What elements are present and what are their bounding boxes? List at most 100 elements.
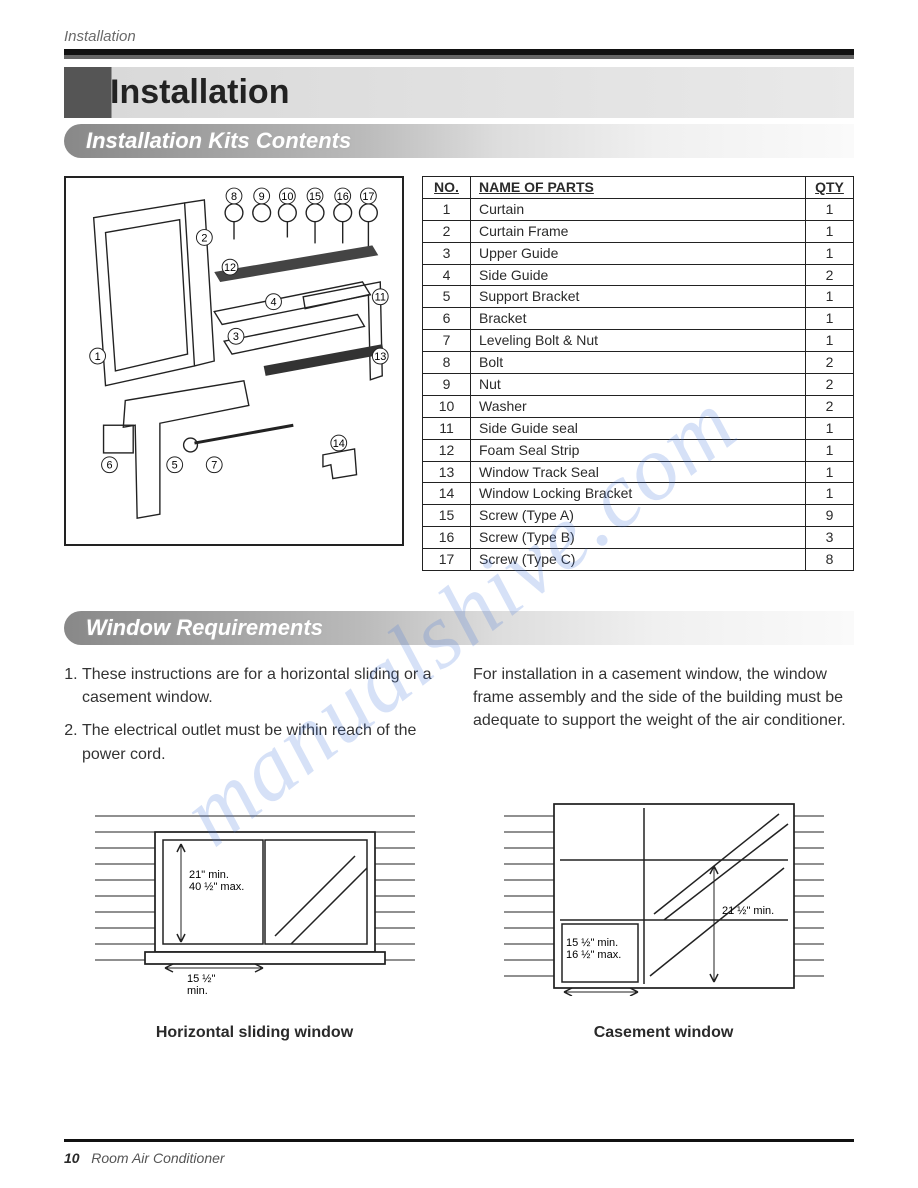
cell-name: Foam Seal Strip xyxy=(471,439,806,461)
cell-qty: 1 xyxy=(806,198,854,220)
cell-qty: 2 xyxy=(806,395,854,417)
cell-no: 16 xyxy=(423,527,471,549)
requirements-left: These instructions are for a horizontal … xyxy=(64,663,445,776)
cell-name: Curtain xyxy=(471,198,806,220)
cell-qty: 2 xyxy=(806,352,854,374)
svg-text:15 ½"min.: 15 ½"min. xyxy=(187,973,215,996)
footer-rule xyxy=(64,1139,854,1142)
svg-text:12: 12 xyxy=(224,262,236,274)
cell-name: Bracket xyxy=(471,308,806,330)
table-row: 11Side Guide seal1 xyxy=(423,417,854,439)
cell-no: 2 xyxy=(423,220,471,242)
cell-name: Washer xyxy=(471,395,806,417)
table-row: 14Window Locking Bracket1 xyxy=(423,483,854,505)
cell-no: 14 xyxy=(423,483,471,505)
requirements-body: These instructions are for a horizontal … xyxy=(64,663,854,776)
cell-no: 4 xyxy=(423,264,471,286)
table-row: 9Nut2 xyxy=(423,374,854,396)
cell-qty: 1 xyxy=(806,286,854,308)
cell-no: 10 xyxy=(423,395,471,417)
section-window-header: Window Requirements xyxy=(64,611,854,645)
cell-name: Side Guide xyxy=(471,264,806,286)
table-row: 3Upper Guide1 xyxy=(423,242,854,264)
section-window-title: Window Requirements xyxy=(86,615,323,641)
figure-horizontal: 21" min.40 ½" max. 15 ½"min. Horizontal … xyxy=(64,796,445,1042)
cell-qty: 2 xyxy=(806,264,854,286)
cell-no: 1 xyxy=(423,198,471,220)
cell-name: Support Bracket xyxy=(471,286,806,308)
page-number: 10 xyxy=(64,1150,80,1166)
cell-no: 13 xyxy=(423,461,471,483)
cell-name: Nut xyxy=(471,374,806,396)
cell-name: Leveling Bolt & Nut xyxy=(471,330,806,352)
table-row: 8Bolt2 xyxy=(423,352,854,374)
req-item-2: The electrical outlet must be within rea… xyxy=(82,719,445,765)
svg-text:21 ½" min.: 21 ½" min. xyxy=(722,905,774,917)
cell-qty: 1 xyxy=(806,220,854,242)
table-row: 6Bracket1 xyxy=(423,308,854,330)
cell-qty: 2 xyxy=(806,374,854,396)
parts-table: NO. NAME OF PARTS QTY 1Curtain12Curtain … xyxy=(422,176,854,571)
footer: 10 Room Air Conditioner xyxy=(64,1150,225,1166)
svg-text:4: 4 xyxy=(271,297,277,309)
cell-qty: 1 xyxy=(806,439,854,461)
svg-text:1: 1 xyxy=(95,351,101,363)
kit-row: 1 2 3 4 5 6 7 8 9 10 11 12 13 14 15 16 1… xyxy=(64,176,854,571)
svg-text:3: 3 xyxy=(233,331,239,343)
table-row: 4Side Guide2 xyxy=(423,264,854,286)
svg-text:2: 2 xyxy=(201,232,207,244)
requirements-right: For installation in a casement window, t… xyxy=(473,663,854,776)
footer-doc-title: Room Air Conditioner xyxy=(91,1150,224,1166)
cell-qty: 3 xyxy=(806,527,854,549)
table-header-row: NO. NAME OF PARTS QTY xyxy=(423,177,854,199)
svg-text:5: 5 xyxy=(172,460,178,472)
cell-no: 3 xyxy=(423,242,471,264)
caption-horizontal: Horizontal sliding window xyxy=(156,1024,353,1042)
cell-no: 6 xyxy=(423,308,471,330)
page-header: Installation xyxy=(64,28,854,45)
cell-name: Screw (Type B) xyxy=(471,527,806,549)
svg-text:13: 13 xyxy=(374,351,386,363)
cell-name: Curtain Frame xyxy=(471,220,806,242)
svg-text:7: 7 xyxy=(211,460,217,472)
cell-qty: 1 xyxy=(806,461,854,483)
cell-name: Window Locking Bracket xyxy=(471,483,806,505)
table-row: 13Window Track Seal1 xyxy=(423,461,854,483)
page-title: Installation xyxy=(110,73,840,112)
table-row: 17Screw (Type C)8 xyxy=(423,549,854,571)
cell-no: 12 xyxy=(423,439,471,461)
col-name: NAME OF PARTS xyxy=(471,177,806,199)
cell-no: 7 xyxy=(423,330,471,352)
cell-name: Screw (Type C) xyxy=(471,549,806,571)
cell-no: 11 xyxy=(423,417,471,439)
cell-no: 17 xyxy=(423,549,471,571)
col-qty: QTY xyxy=(806,177,854,199)
table-row: 12Foam Seal Strip1 xyxy=(423,439,854,461)
svg-text:14: 14 xyxy=(333,438,345,450)
svg-text:17: 17 xyxy=(362,191,374,203)
svg-text:6: 6 xyxy=(106,460,112,472)
parts-illustration: 1 2 3 4 5 6 7 8 9 10 11 12 13 14 15 16 1… xyxy=(64,176,404,546)
cell-qty: 1 xyxy=(806,308,854,330)
header-rule xyxy=(64,49,854,59)
cell-qty: 1 xyxy=(806,330,854,352)
table-row: 10Washer2 xyxy=(423,395,854,417)
table-row: 2Curtain Frame1 xyxy=(423,220,854,242)
section-kits-header: Installation Kits Contents xyxy=(64,124,854,158)
svg-text:15 ½" min.16 ½" max.: 15 ½" min.16 ½" max. xyxy=(566,937,621,961)
table-row: 15Screw (Type A)9 xyxy=(423,505,854,527)
cell-no: 8 xyxy=(423,352,471,374)
svg-text:11: 11 xyxy=(375,292,386,304)
cell-name: Bolt xyxy=(471,352,806,374)
req-item-1: These instructions are for a horizontal … xyxy=(82,663,445,709)
parts-table-wrap: NO. NAME OF PARTS QTY 1Curtain12Curtain … xyxy=(422,176,854,571)
col-no: NO. xyxy=(423,177,471,199)
table-row: 1Curtain1 xyxy=(423,198,854,220)
cell-qty: 1 xyxy=(806,242,854,264)
cell-qty: 8 xyxy=(806,549,854,571)
table-row: 16Screw (Type B)3 xyxy=(423,527,854,549)
table-row: 5Support Bracket1 xyxy=(423,286,854,308)
svg-text:9: 9 xyxy=(259,191,265,203)
cell-qty: 9 xyxy=(806,505,854,527)
cell-qty: 1 xyxy=(806,483,854,505)
